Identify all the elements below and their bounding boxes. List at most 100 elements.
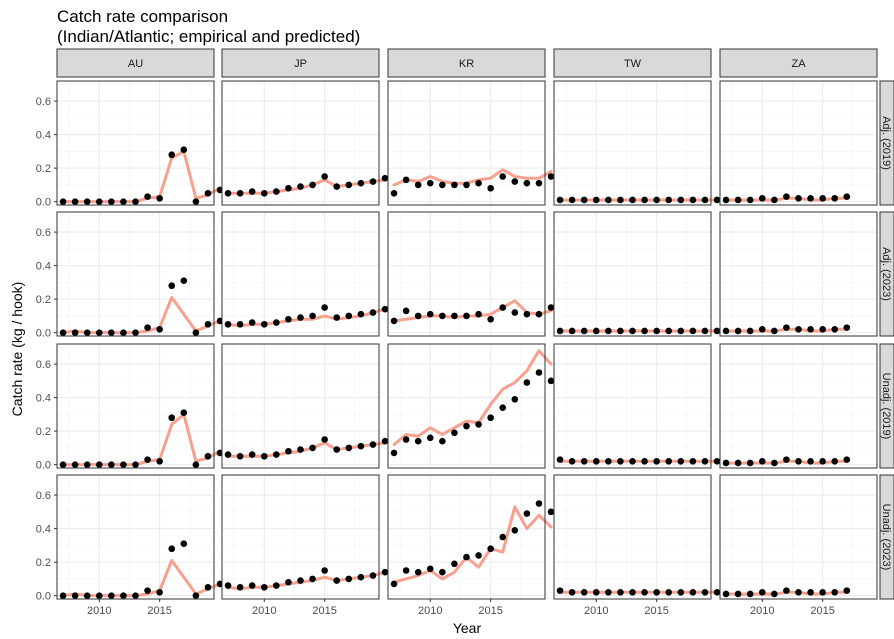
empirical-point [95,592,103,599]
x-tick-label: 2010 [418,605,442,617]
empirical-point [71,592,79,599]
empirical-point [819,195,826,202]
y-tick-label: 0.2 [36,163,51,175]
panel-jp-adj-2023 [221,211,389,337]
empirical-point [758,195,766,202]
empirical-point [180,409,188,417]
panel-background [388,344,545,468]
y-tick-label: 0.4 [36,393,51,405]
empirical-point [180,540,188,547]
empirical-point [414,312,422,320]
empirical-point [592,589,600,596]
panel-jp-unadj-2019 [221,343,389,469]
empirical-point [487,414,494,422]
empirical-point [665,458,673,465]
empirical-point [617,458,624,465]
empirical-point [547,304,555,311]
empirical-point [722,196,730,204]
empirical-point [144,587,151,594]
x-axis-title: Year [453,620,482,636]
panel-border [56,211,215,337]
empirical-point [345,444,353,452]
empirical-point [333,183,341,190]
panel-background [720,475,877,599]
y-tick-label: 0.4 [36,130,51,142]
y-tick-label: 0.2 [36,294,51,306]
empirical-point [144,324,151,331]
column-strip-label-za: ZA [791,58,806,70]
panel-border [719,80,878,206]
panel-border [387,343,546,469]
empirical-point [357,442,365,450]
empirical-point [511,309,519,316]
empirical-point [59,329,67,336]
empirical-point [487,545,494,553]
panel-za-unadj-2019 [719,343,878,469]
empirical-point [617,196,624,204]
empirical-point [285,578,292,586]
empirical-point [95,198,103,205]
row-strip-label-unadj-2019: Unadj. (2019) [880,373,892,440]
empirical-point [451,181,458,189]
empirical-point [783,324,790,331]
empirical-point [132,592,139,599]
empirical-point [357,179,365,187]
y-tick-label: 0.0 [36,328,51,340]
empirical-point [523,179,531,187]
empirical-point [535,310,543,318]
panel-border [719,211,878,337]
empirical-point [108,461,115,468]
empirical-point [451,312,458,320]
empirical-point [701,196,709,204]
empirical-point [665,589,673,596]
empirical-point [701,327,709,335]
empirical-point [713,196,721,204]
empirical-point [617,327,624,335]
empirical-point [580,327,588,335]
empirical-point [260,452,268,460]
empirical-point [357,573,365,581]
panel-au-unadj-2023 [56,474,224,600]
empirical-point [439,181,446,189]
empirical-point [321,304,328,311]
panel-za-adj-2019 [719,80,878,206]
empirical-point [333,446,341,453]
empirical-point [369,309,377,316]
chart-subtitle: (Indian/Atlantic; empirical and predicte… [57,27,360,46]
empirical-point [722,459,730,467]
empirical-point [83,329,91,336]
empirical-point [180,277,188,285]
empirical-point [439,312,446,320]
panel-border [56,474,215,600]
empirical-point [402,567,410,574]
panel-border [387,211,546,337]
empirical-point [783,456,790,463]
y-tick-label: 0.0 [36,197,51,209]
empirical-point [381,437,389,445]
panel-border [221,343,380,469]
x-tick-label: 2010 [750,605,774,617]
empirical-point [722,590,730,598]
empirical-point [369,441,377,448]
empirical-point [568,458,576,465]
empirical-point [132,461,139,468]
empirical-point [499,533,507,541]
empirical-point [285,447,292,455]
empirical-point [297,577,304,584]
panel-za-unadj-2023 [719,474,878,600]
empirical-point [426,565,434,573]
empirical-point [665,196,673,204]
empirical-point [120,198,127,205]
empirical-point [426,310,434,318]
panel-kr-adj-2019 [387,80,555,206]
empirical-point [795,326,802,333]
empirical-point [273,582,280,589]
panel-border [56,343,215,469]
panel-border [553,80,712,206]
empirical-point [592,458,600,465]
empirical-point [83,592,91,599]
empirical-point [689,196,697,204]
empirical-point [192,592,200,599]
empirical-point [204,189,212,197]
